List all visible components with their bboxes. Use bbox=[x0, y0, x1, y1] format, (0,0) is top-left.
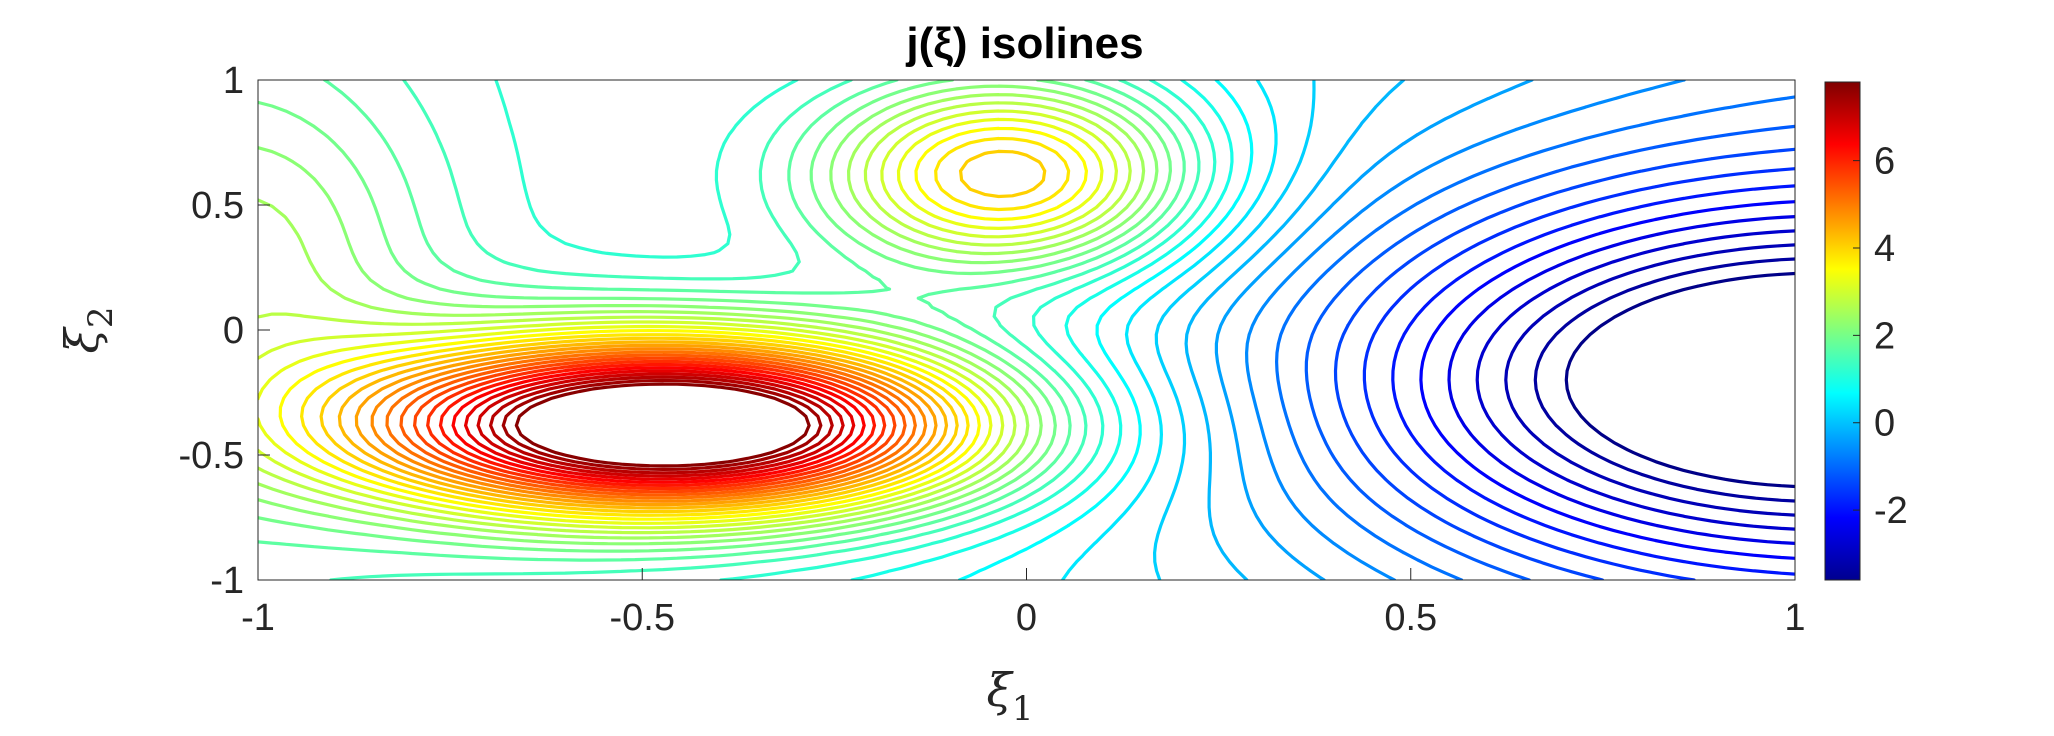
isoline bbox=[300, 136, 1071, 517]
isoline bbox=[258, 109, 1118, 530]
isoline bbox=[489, 375, 834, 475]
colorbar-gradient bbox=[1824, 81, 1861, 581]
isoline bbox=[1447, 215, 1795, 545]
isoline bbox=[385, 350, 917, 500]
isoline bbox=[494, 80, 1217, 580]
x-axis-label-subscript: 1 bbox=[1012, 689, 1034, 729]
isoline bbox=[354, 343, 938, 507]
colorbar-tick-label: 4 bbox=[1874, 228, 1895, 270]
isoline bbox=[1245, 80, 1686, 580]
colorbar-ticks: 6 4 2 0 -2 bbox=[1853, 141, 1908, 532]
contour-lines bbox=[258, 80, 1795, 580]
x-axis-ticks: -1 -0.5 0 0.5 1 bbox=[241, 568, 1806, 639]
isoline bbox=[1060, 80, 1278, 580]
colorbar: 6 4 2 0 -2 bbox=[1824, 81, 1908, 581]
isoline bbox=[1275, 95, 1795, 580]
isoline bbox=[1504, 243, 1795, 517]
x-axis-label-symbol: ξ bbox=[987, 663, 1015, 717]
x-tick-label: 0 bbox=[1016, 597, 1037, 639]
isoline bbox=[1304, 124, 1795, 580]
isoline bbox=[1564, 271, 1795, 489]
y-tick-label: -0.5 bbox=[179, 435, 244, 477]
x-tick-label: -0.5 bbox=[610, 597, 675, 639]
y-tick-label: 0 bbox=[223, 310, 244, 352]
isoline bbox=[1153, 80, 1316, 580]
x-tick-label: 0.5 bbox=[1384, 597, 1437, 639]
isoline bbox=[258, 117, 1104, 525]
colorbar-tick-label: -2 bbox=[1874, 490, 1908, 532]
y-axis-label-symbol: ξ bbox=[55, 325, 109, 353]
isoline bbox=[1391, 184, 1795, 576]
isoline bbox=[1419, 200, 1795, 560]
isoline bbox=[258, 93, 1146, 540]
isoline bbox=[1475, 229, 1795, 531]
isoline bbox=[413, 356, 897, 494]
plot-area bbox=[257, 79, 1796, 581]
isoline bbox=[319, 149, 1047, 514]
isoline bbox=[1533, 257, 1795, 503]
y-axis-label: ξ2 bbox=[55, 307, 121, 354]
isoline bbox=[1362, 167, 1795, 580]
chart-title: j(ξ) isolines bbox=[905, 19, 1143, 68]
isoline bbox=[426, 359, 887, 491]
x-tick-label: -1 bbox=[241, 597, 275, 639]
isoline bbox=[329, 80, 1201, 580]
colorbar-tick-label: 2 bbox=[1874, 315, 1895, 357]
isoline bbox=[438, 362, 877, 487]
x-axis-label: ξ1 bbox=[987, 663, 1034, 729]
isoline bbox=[1214, 80, 1534, 580]
isoline bbox=[258, 80, 1172, 553]
x-tick-label: 1 bbox=[1784, 597, 1805, 639]
isoline bbox=[850, 80, 1234, 580]
y-tick-label: 0.5 bbox=[191, 185, 244, 227]
colorbar-tick-label: 0 bbox=[1874, 403, 1895, 445]
y-tick-label: 1 bbox=[223, 60, 244, 102]
isoline bbox=[258, 84, 1159, 546]
y-axis-ticks: 1 0.5 0 -0.5 -1 bbox=[179, 60, 270, 602]
isoline bbox=[399, 353, 907, 497]
isoline bbox=[370, 347, 928, 503]
isoline bbox=[957, 80, 1254, 580]
isoline bbox=[451, 366, 866, 484]
isoline bbox=[258, 80, 1186, 562]
isoline bbox=[1184, 80, 1406, 580]
y-tick-label: -1 bbox=[210, 560, 244, 602]
y-axis-label-subscript: 2 bbox=[81, 307, 121, 329]
isoline bbox=[1333, 147, 1795, 580]
colorbar-tick-label: 6 bbox=[1874, 141, 1895, 183]
isoline bbox=[501, 378, 823, 471]
isoline bbox=[258, 101, 1132, 535]
isoline bbox=[476, 372, 845, 478]
isoline bbox=[464, 369, 856, 481]
isoline bbox=[278, 126, 1088, 521]
isoline bbox=[514, 382, 811, 468]
isoline bbox=[337, 340, 949, 510]
